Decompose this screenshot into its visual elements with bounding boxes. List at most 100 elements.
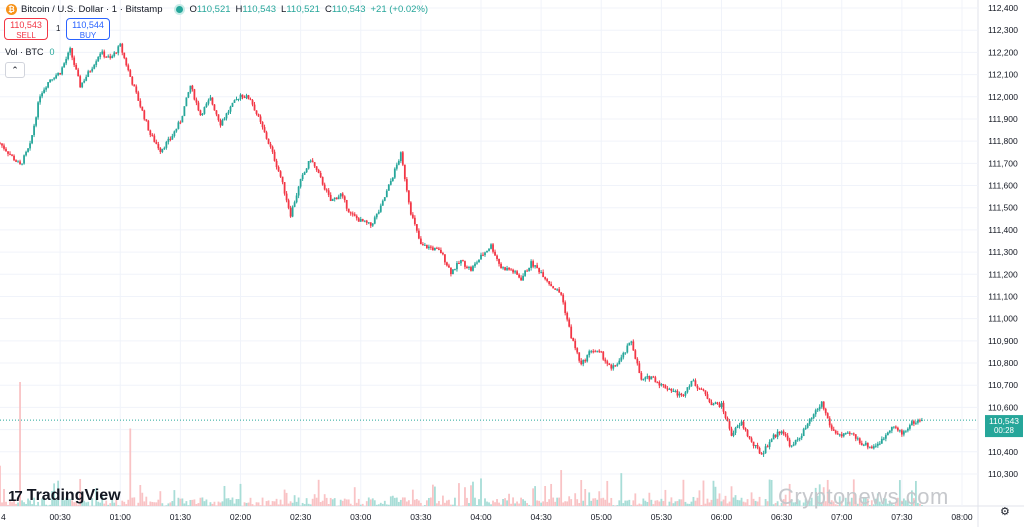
volume-bar (35, 505, 37, 506)
volume-bar (550, 483, 553, 506)
volume-bar (101, 495, 104, 506)
volume-bar (165, 505, 168, 506)
candle-body (496, 255, 498, 259)
candle-body (65, 59, 68, 64)
candle-body (339, 193, 342, 197)
candle (502, 266, 504, 270)
candle (143, 109, 146, 121)
volume-bar (377, 504, 380, 506)
sell-button[interactable]: 110,543 SELL (4, 18, 48, 40)
candle (233, 99, 236, 104)
volume-bar (341, 500, 344, 506)
chevron-up-icon[interactable]: ⌃ (5, 62, 25, 78)
candle (536, 262, 539, 269)
candle-body (490, 244, 492, 249)
volume-bar (43, 498, 45, 506)
candle (229, 105, 232, 115)
symbol-title[interactable]: Bitcoin / U.S. Dollar · 1 · Bitstamp (21, 3, 163, 15)
candle-body (616, 364, 619, 366)
volume-bar (169, 502, 172, 506)
price-axis[interactable]: 112,400 112,300 112,200 112,100 112,000 111,9… (988, 3, 1018, 479)
candle-body (500, 263, 502, 269)
candle (882, 436, 885, 441)
volume-legend[interactable]: Vol · BTC 0 (5, 47, 55, 57)
candle-body (552, 286, 555, 289)
candle-body (864, 442, 867, 445)
volume-bar (616, 505, 619, 506)
candle-body (331, 198, 334, 202)
candle-body (896, 427, 899, 431)
candle (409, 201, 412, 216)
volume-bar (205, 499, 208, 506)
volume-bar (570, 499, 573, 506)
volume-bar (796, 498, 799, 506)
candle (401, 151, 404, 167)
volume-bar (662, 501, 665, 506)
candle-body (730, 428, 733, 436)
volume-bar (179, 498, 182, 506)
candle-body (512, 269, 514, 273)
candle-body (43, 89, 45, 94)
candle (620, 354, 623, 363)
candle-body (732, 432, 735, 436)
candle (642, 378, 645, 381)
candle (516, 269, 518, 275)
volume-bar (540, 502, 543, 506)
candle-body (832, 429, 835, 431)
candle (458, 260, 460, 265)
volume-bar (389, 496, 392, 506)
time-axis[interactable]: 00:30 01:00 01:30 02:00 02:30 03:00 03:30 04:00… (1, 512, 973, 522)
volume-bar (189, 499, 192, 506)
candle (534, 265, 537, 269)
candle (838, 433, 841, 437)
candle (868, 446, 871, 449)
last-price-tag: 110,543 00:28 (985, 415, 1023, 438)
volume-bar (804, 499, 807, 506)
candle (540, 270, 543, 274)
volume-bar (217, 501, 220, 506)
volume-bar (448, 499, 450, 506)
candle-body (287, 200, 290, 208)
candle-body (369, 222, 372, 226)
candle (676, 389, 679, 398)
candle-body (305, 168, 308, 173)
candle (694, 378, 697, 387)
candle (662, 383, 665, 388)
candle-body (105, 56, 108, 58)
volume-bar (640, 504, 643, 506)
candle (69, 46, 72, 56)
tradingview-logo[interactable]: 17 TradingView (8, 487, 121, 505)
candle-body (249, 99, 252, 101)
gear-icon[interactable]: ⚙ (1000, 506, 1010, 518)
volume-bar (281, 504, 284, 506)
candle (460, 259, 462, 266)
candle-body (197, 102, 200, 111)
candle (616, 362, 619, 367)
candle-body (35, 117, 37, 126)
candle (758, 446, 761, 455)
candle (818, 404, 821, 412)
candle-body (778, 431, 781, 434)
buy-button[interactable]: 110,544 BUY (66, 18, 110, 40)
candle-body (11, 154, 13, 156)
candle-body (167, 138, 170, 142)
candle (538, 267, 541, 275)
volume-bar (261, 497, 264, 506)
candle (417, 228, 420, 240)
candle (822, 401, 825, 411)
candle (419, 236, 422, 245)
candle-body (137, 92, 140, 101)
ohlc-close-label: C (324, 3, 332, 15)
volume-bar (438, 501, 440, 506)
candle (175, 128, 178, 133)
volume-bar (768, 479, 771, 506)
volume-bar (696, 497, 699, 506)
candle (680, 392, 683, 397)
candle-body (630, 341, 633, 343)
candle-body (824, 408, 827, 414)
candle (119, 42, 122, 47)
volume-bar (297, 497, 300, 506)
candle-body (311, 160, 314, 163)
volume-bar (660, 498, 663, 506)
